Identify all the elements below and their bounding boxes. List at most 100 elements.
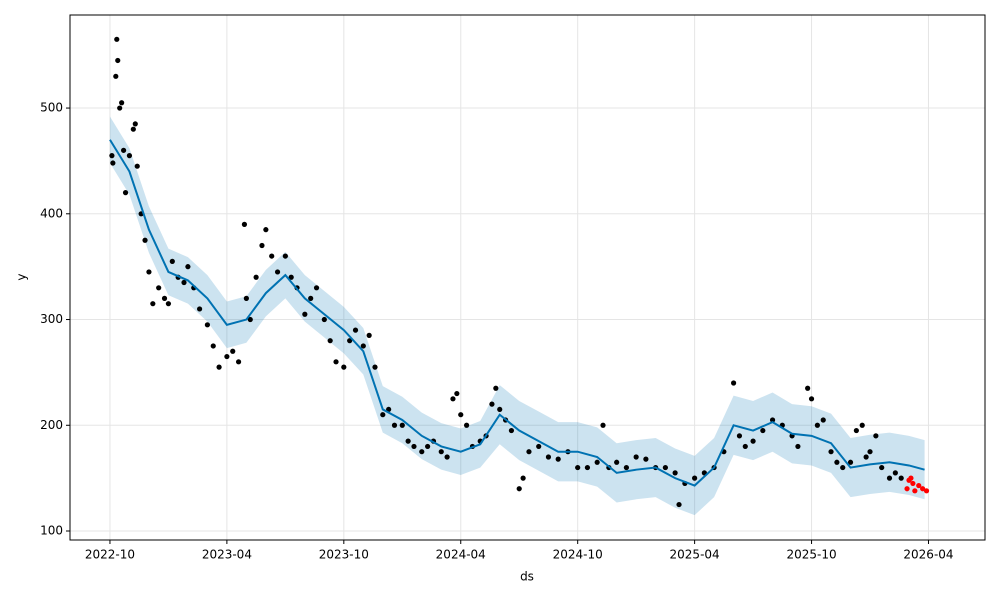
observed-point	[520, 475, 526, 481]
observed-point	[132, 121, 138, 127]
x-tick-label: 2025-10	[786, 548, 836, 562]
y-tick-label: 500	[40, 101, 63, 115]
observed-point	[197, 306, 203, 312]
observed-point	[366, 332, 372, 338]
observed-point	[247, 316, 253, 323]
observed-point	[380, 412, 386, 418]
observed-point	[873, 433, 879, 439]
observed-point	[444, 454, 450, 460]
observed-point	[327, 338, 333, 344]
observed-point	[321, 316, 327, 323]
x-tick-label: 2022-10	[85, 548, 135, 562]
observed-point	[828, 449, 834, 455]
observed-point	[769, 417, 776, 423]
observed-point	[391, 422, 398, 428]
observed-point	[742, 443, 748, 450]
observed-point	[360, 343, 366, 349]
observed-point	[110, 160, 116, 166]
observed-point	[458, 412, 464, 418]
observed-point	[169, 258, 175, 264]
observed-point	[536, 443, 542, 450]
y-axis-label: y	[15, 273, 29, 280]
observed-point	[134, 163, 140, 169]
observed-point	[288, 274, 294, 280]
observed-point	[672, 470, 678, 476]
x-axis-label: ds	[520, 570, 534, 584]
observed-point	[497, 406, 503, 413]
holdout-point	[916, 482, 922, 489]
observed-point	[575, 464, 581, 471]
observed-point	[438, 449, 444, 455]
observed-point	[555, 456, 561, 462]
observed-point	[405, 438, 411, 444]
observed-point	[419, 449, 425, 455]
observed-point	[109, 153, 115, 159]
observed-point	[820, 417, 826, 423]
observed-point	[115, 57, 121, 64]
observed-point	[347, 338, 353, 344]
observed-point	[119, 100, 125, 106]
observed-point	[122, 190, 129, 196]
holdout-point	[920, 486, 926, 492]
observed-point	[130, 126, 136, 132]
observed-point	[117, 105, 123, 111]
observed-point	[853, 427, 859, 434]
observed-point	[730, 380, 737, 386]
holdout-point	[910, 480, 916, 487]
observed-point	[594, 459, 600, 465]
observed-point	[493, 385, 499, 391]
observed-point	[253, 274, 259, 280]
observed-point	[805, 385, 811, 391]
observed-point	[454, 390, 460, 397]
observed-point	[150, 301, 156, 307]
observed-point	[450, 396, 456, 402]
x-tick-label: 2026-04	[903, 548, 953, 562]
forecast-line	[109, 139, 925, 487]
observed-point	[302, 311, 308, 317]
observed-point	[692, 475, 698, 481]
x-tick-label: 2024-04	[436, 548, 486, 562]
observed-point	[165, 301, 172, 307]
observed-point	[352, 327, 359, 333]
observed-point	[333, 359, 339, 365]
observed-point	[662, 464, 668, 471]
observed-point	[840, 464, 846, 471]
observed-point	[161, 295, 168, 301]
observed-point	[185, 264, 191, 270]
observed-point	[282, 253, 288, 259]
observed-point	[210, 343, 216, 349]
observed-point	[600, 422, 606, 428]
observed-point	[847, 459, 854, 465]
observed-point	[386, 406, 392, 413]
observed-point	[614, 459, 620, 465]
observed-point	[259, 242, 265, 249]
observed-point	[243, 295, 249, 301]
observed-point	[142, 237, 148, 243]
observed-point	[643, 456, 649, 462]
x-tick-label: 2023-04	[202, 548, 252, 562]
observed-point	[898, 475, 904, 481]
observed-point	[545, 454, 552, 460]
observed-point	[308, 295, 314, 301]
observed-point	[263, 227, 269, 233]
observed-point	[114, 36, 120, 42]
observed-point	[463, 422, 470, 428]
observed-point	[146, 269, 152, 275]
observed-point	[584, 464, 591, 471]
observed-point	[859, 422, 865, 428]
plot-frame	[69, 14, 986, 541]
holdout-point	[908, 475, 914, 481]
y-tick-label: 100	[40, 524, 63, 538]
observed-point	[181, 279, 187, 286]
observed-point	[126, 153, 133, 159]
x-tick-label: 2023-10	[319, 548, 369, 562]
observed-point	[863, 454, 869, 460]
observed-point	[760, 427, 766, 434]
holdout-point	[904, 486, 910, 492]
observed-point	[216, 364, 222, 370]
observed-point	[633, 454, 639, 460]
observed-point	[508, 427, 515, 434]
